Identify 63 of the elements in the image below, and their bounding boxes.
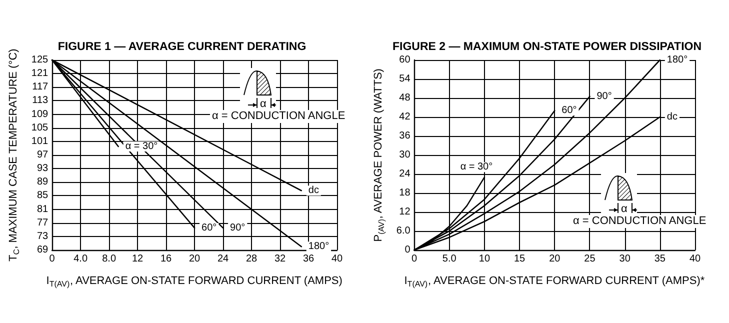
x-tick-label: 40 [689,254,701,264]
y-tick-label: 60 [399,54,411,66]
y-tick-label: 77 [36,217,49,228]
y-tick-label: 6.0 [396,226,411,236]
y-tick-label: 48 [399,92,411,104]
annotation: α = CONDUCTION ANGLE [571,215,708,228]
x-tick-label: 36 [302,254,315,264]
series-label: 90° [230,222,246,234]
y-tick-label: 117 [32,82,49,93]
x-tick-label: 24 [217,254,230,264]
y-tick-label: 105 [31,122,49,134]
series-label: 180° [666,54,688,66]
y-tick-label: 85 [36,190,49,202]
series-label: α = 30° [460,162,493,173]
x-tick-label: 15 [514,254,526,264]
annotation: α [259,98,268,111]
annotation: α [620,203,628,216]
chart-title: FIGURE 1 — AVERAGE CURRENT DERATING [58,41,306,53]
x-tick-label: 25 [584,254,596,264]
y-tick-label: 73 [36,230,49,242]
x-tick-label: 10 [478,254,490,264]
y-axis-title: TC, MAXIMUM CASE TEMPERATURE (°C) [8,48,21,262]
series-label: 60° [202,222,217,234]
y-tick-label: 97 [36,150,49,160]
y-tick-label: 121 [31,68,49,80]
y-tick-label: 125 [31,54,49,66]
y-tick-label: 101 [31,136,49,147]
x-tick-label: 0 [412,254,418,264]
series-label: dc [308,185,319,196]
x-tick-label: 16 [160,254,172,264]
y-tick-label: 0 [404,244,411,256]
series-label: 180° [308,241,330,252]
annotation: α = CONDUCTION ANGLE [210,110,348,123]
y-axis-title: P(AV), AVERAGE POWER (WATTS) [372,68,386,242]
x-tick-label: 20 [549,254,561,264]
series-label: α = 30° [125,141,158,152]
x-tick-label: 40 [331,254,343,264]
x-tick-label: 5.0 [442,254,457,264]
chart-title: FIGURE 2 — MAXIMUM ON-STATE POWER DISSIPATION [392,41,702,53]
x-tick-label: 4.0 [74,254,88,264]
y-tick-label: 89 [36,176,49,188]
y-tick-label: 30 [399,150,411,160]
y-tick-label: 81 [36,204,49,215]
series-label: 60° [562,105,577,116]
series-label: dc [666,112,678,122]
y-tick-label: 93 [36,163,49,174]
x-tick-label: 32 [274,254,286,264]
y-tick-label: 12 [399,206,411,218]
y-tick-label: 113 [32,95,49,106]
series-label: 90° [596,90,612,102]
x-tick-label: 28 [246,254,258,264]
y-tick-label: 36 [399,130,411,142]
x-tick-label: 30 [619,254,631,264]
y-tick-label: 18 [399,188,411,198]
x-tick-label: 20 [188,254,201,264]
y-tick-label: 109 [31,108,49,120]
x-tick-label: 12 [132,254,144,264]
x-tick-label: 8.0 [102,254,116,264]
x-tick-label: 35 [654,254,666,264]
y-tick-label: 69 [36,244,49,256]
y-tick-label: 54 [399,74,411,84]
y-tick-label: 42 [399,112,411,122]
y-tick-label: 24 [399,168,411,180]
